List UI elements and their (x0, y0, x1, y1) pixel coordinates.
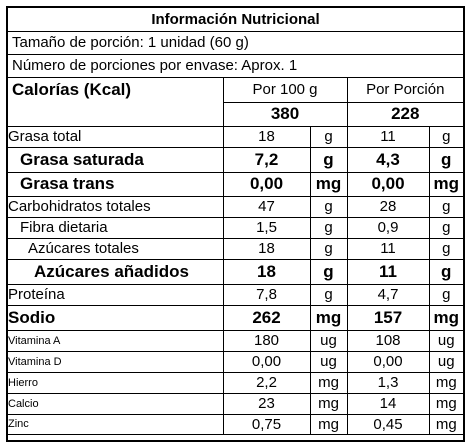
per-100g-header: Por 100 g (222, 78, 348, 103)
unit-per-portion: g (428, 195, 463, 218)
unit-per-portion: ug (428, 350, 463, 373)
unit-per-100g: g (309, 283, 348, 306)
unit-per-100g: g (309, 146, 348, 173)
value-per-100g: 0,00 (222, 171, 311, 197)
unit-per-portion: g (428, 216, 463, 239)
nutrient-row: Grasa trans 0,00 mg 0,00 mg (8, 171, 463, 197)
nutrient-row: Zinc 0,75 mg 0,45 mg (8, 413, 463, 435)
value-per-portion: 28 (346, 195, 430, 218)
value-per-portion: 108 (346, 329, 430, 352)
calories-label-cell-2 (8, 102, 224, 127)
value-per-portion: 0,45 (346, 413, 430, 435)
value-per-portion: 4,3 (346, 146, 430, 173)
calories-label-cell (8, 78, 224, 102)
nutrient-name: Grasa total (8, 126, 224, 148)
nutrient-name: Fibra dietaria (8, 216, 224, 239)
unit-per-portion: mg (428, 304, 463, 331)
label-title: Información Nutricional (8, 8, 463, 32)
value-per-100g: 180 (222, 329, 311, 352)
nutrient-row: Calcio 23 mg 14 mg (8, 392, 463, 415)
value-per-portion: 11 (346, 258, 430, 285)
unit-per-portion: ug (428, 329, 463, 352)
unit-per-portion: g (428, 283, 463, 306)
unit-per-portion: mg (428, 392, 463, 415)
unit-per-portion: mg (428, 371, 463, 394)
unit-per-100g: g (309, 126, 348, 148)
per-portion-header: Por Porción (346, 78, 463, 103)
value-per-portion: 0,00 (346, 350, 430, 373)
serving-size: Tamaño de porción: 1 unidad (60 g) (8, 32, 463, 55)
unit-per-portion: mg (428, 171, 463, 197)
value-per-100g: 18 (222, 258, 311, 285)
unit-per-100g: mg (309, 171, 348, 197)
nutrient-name: Grasa saturada (8, 146, 224, 173)
unit-per-100g: mg (309, 304, 348, 331)
nutrient-name: Azúcares totales (8, 237, 224, 260)
nutrient-row: Grasa saturada 7,2 g 4,3 g (8, 146, 463, 173)
value-per-100g: 2,2 (222, 371, 311, 394)
unit-per-100g: ug (309, 350, 348, 373)
unit-per-100g: g (309, 195, 348, 218)
value-per-100g: 7,2 (222, 146, 311, 173)
servings-per-container: Número de porciones por envase: Aprox. 1 (8, 55, 463, 78)
value-per-portion: 4,7 (346, 283, 430, 306)
value-per-100g: 18 (222, 237, 311, 260)
value-per-portion: 157 (346, 304, 430, 331)
unit-per-portion: g (428, 126, 463, 148)
nutrient-name: Azúcares añadidos (8, 258, 224, 285)
unit-per-100g: mg (309, 371, 348, 394)
nutrient-row: Vitamina D 0,00 ug 0,00 ug (8, 350, 463, 373)
nutrient-name: Vitamina D (8, 350, 224, 373)
nutrient-row: Azúcares totales 18 g 11 g (8, 237, 463, 260)
unit-per-portion: mg (428, 413, 463, 435)
value-per-portion: 11 (346, 126, 430, 148)
value-per-100g: 262 (222, 304, 311, 331)
unit-per-100g: g (309, 258, 348, 285)
nutrient-row: Carbohidratos totales 47 g 28 g (8, 195, 463, 218)
value-per-portion: 14 (346, 392, 430, 415)
value-per-100g: 7,8 (222, 283, 311, 306)
value-per-100g: 23 (222, 392, 311, 415)
value-per-100g: 47 (222, 195, 311, 218)
nutrient-name: Calcio (8, 392, 224, 415)
unit-per-100g: g (309, 216, 348, 239)
nutrient-name: Sodio (8, 304, 224, 331)
nutrition-facts-label: Información Nutricional Tamaño de porció… (6, 6, 465, 442)
nutrient-name: Zinc (8, 413, 224, 435)
unit-per-portion: g (428, 146, 463, 173)
nutrient-name: Hierro (8, 371, 224, 394)
nutrient-row: Sodio 262 mg 157 mg (8, 304, 463, 331)
nutrient-name: Carbohidratos totales (8, 195, 224, 218)
value-per-portion: 1,3 (346, 371, 430, 394)
value-per-100g: 0,75 (222, 413, 311, 435)
nutrient-row: Hierro 2,2 mg 1,3 mg (8, 371, 463, 394)
nutrient-row: Proteína 7,8 g 4,7 g (8, 283, 463, 306)
value-per-100g: 18 (222, 126, 311, 148)
nutrient-name: Proteína (8, 283, 224, 306)
unit-per-100g: mg (309, 413, 348, 435)
nutrient-row: Azúcares añadidos 18 g 11 g (8, 258, 463, 285)
value-per-portion: 11 (346, 237, 430, 260)
value-per-portion: 0,00 (346, 171, 430, 197)
unit-per-100g: g (309, 237, 348, 260)
nutrient-name: Vitamina A (8, 329, 224, 352)
unit-per-100g: ug (309, 329, 348, 352)
nutrient-row: Vitamina A 180 ug 108 ug (8, 329, 463, 352)
unit-per-portion: g (428, 258, 463, 285)
calories-header-table: Por 100 g Por Porción 380 228 (8, 78, 463, 127)
value-per-100g: 0,00 (222, 350, 311, 373)
calories-per-100g: 380 (222, 101, 348, 127)
unit-per-portion: g (428, 237, 463, 260)
unit-per-100g: mg (309, 392, 348, 415)
value-per-portion: 0,9 (346, 216, 430, 239)
value-per-100g: 1,5 (222, 216, 311, 239)
nutrient-name: Grasa trans (8, 171, 224, 197)
calories-per-portion: 228 (346, 101, 463, 127)
nutrient-row: Fibra dietaria 1,5 g 0,9 g (8, 216, 463, 239)
nutrient-table: Grasa total 18 g 11 g Grasa saturada 7,2 g 4,3 g G… (8, 126, 463, 435)
nutrient-row: Grasa total 18 g 11 g (8, 126, 463, 148)
